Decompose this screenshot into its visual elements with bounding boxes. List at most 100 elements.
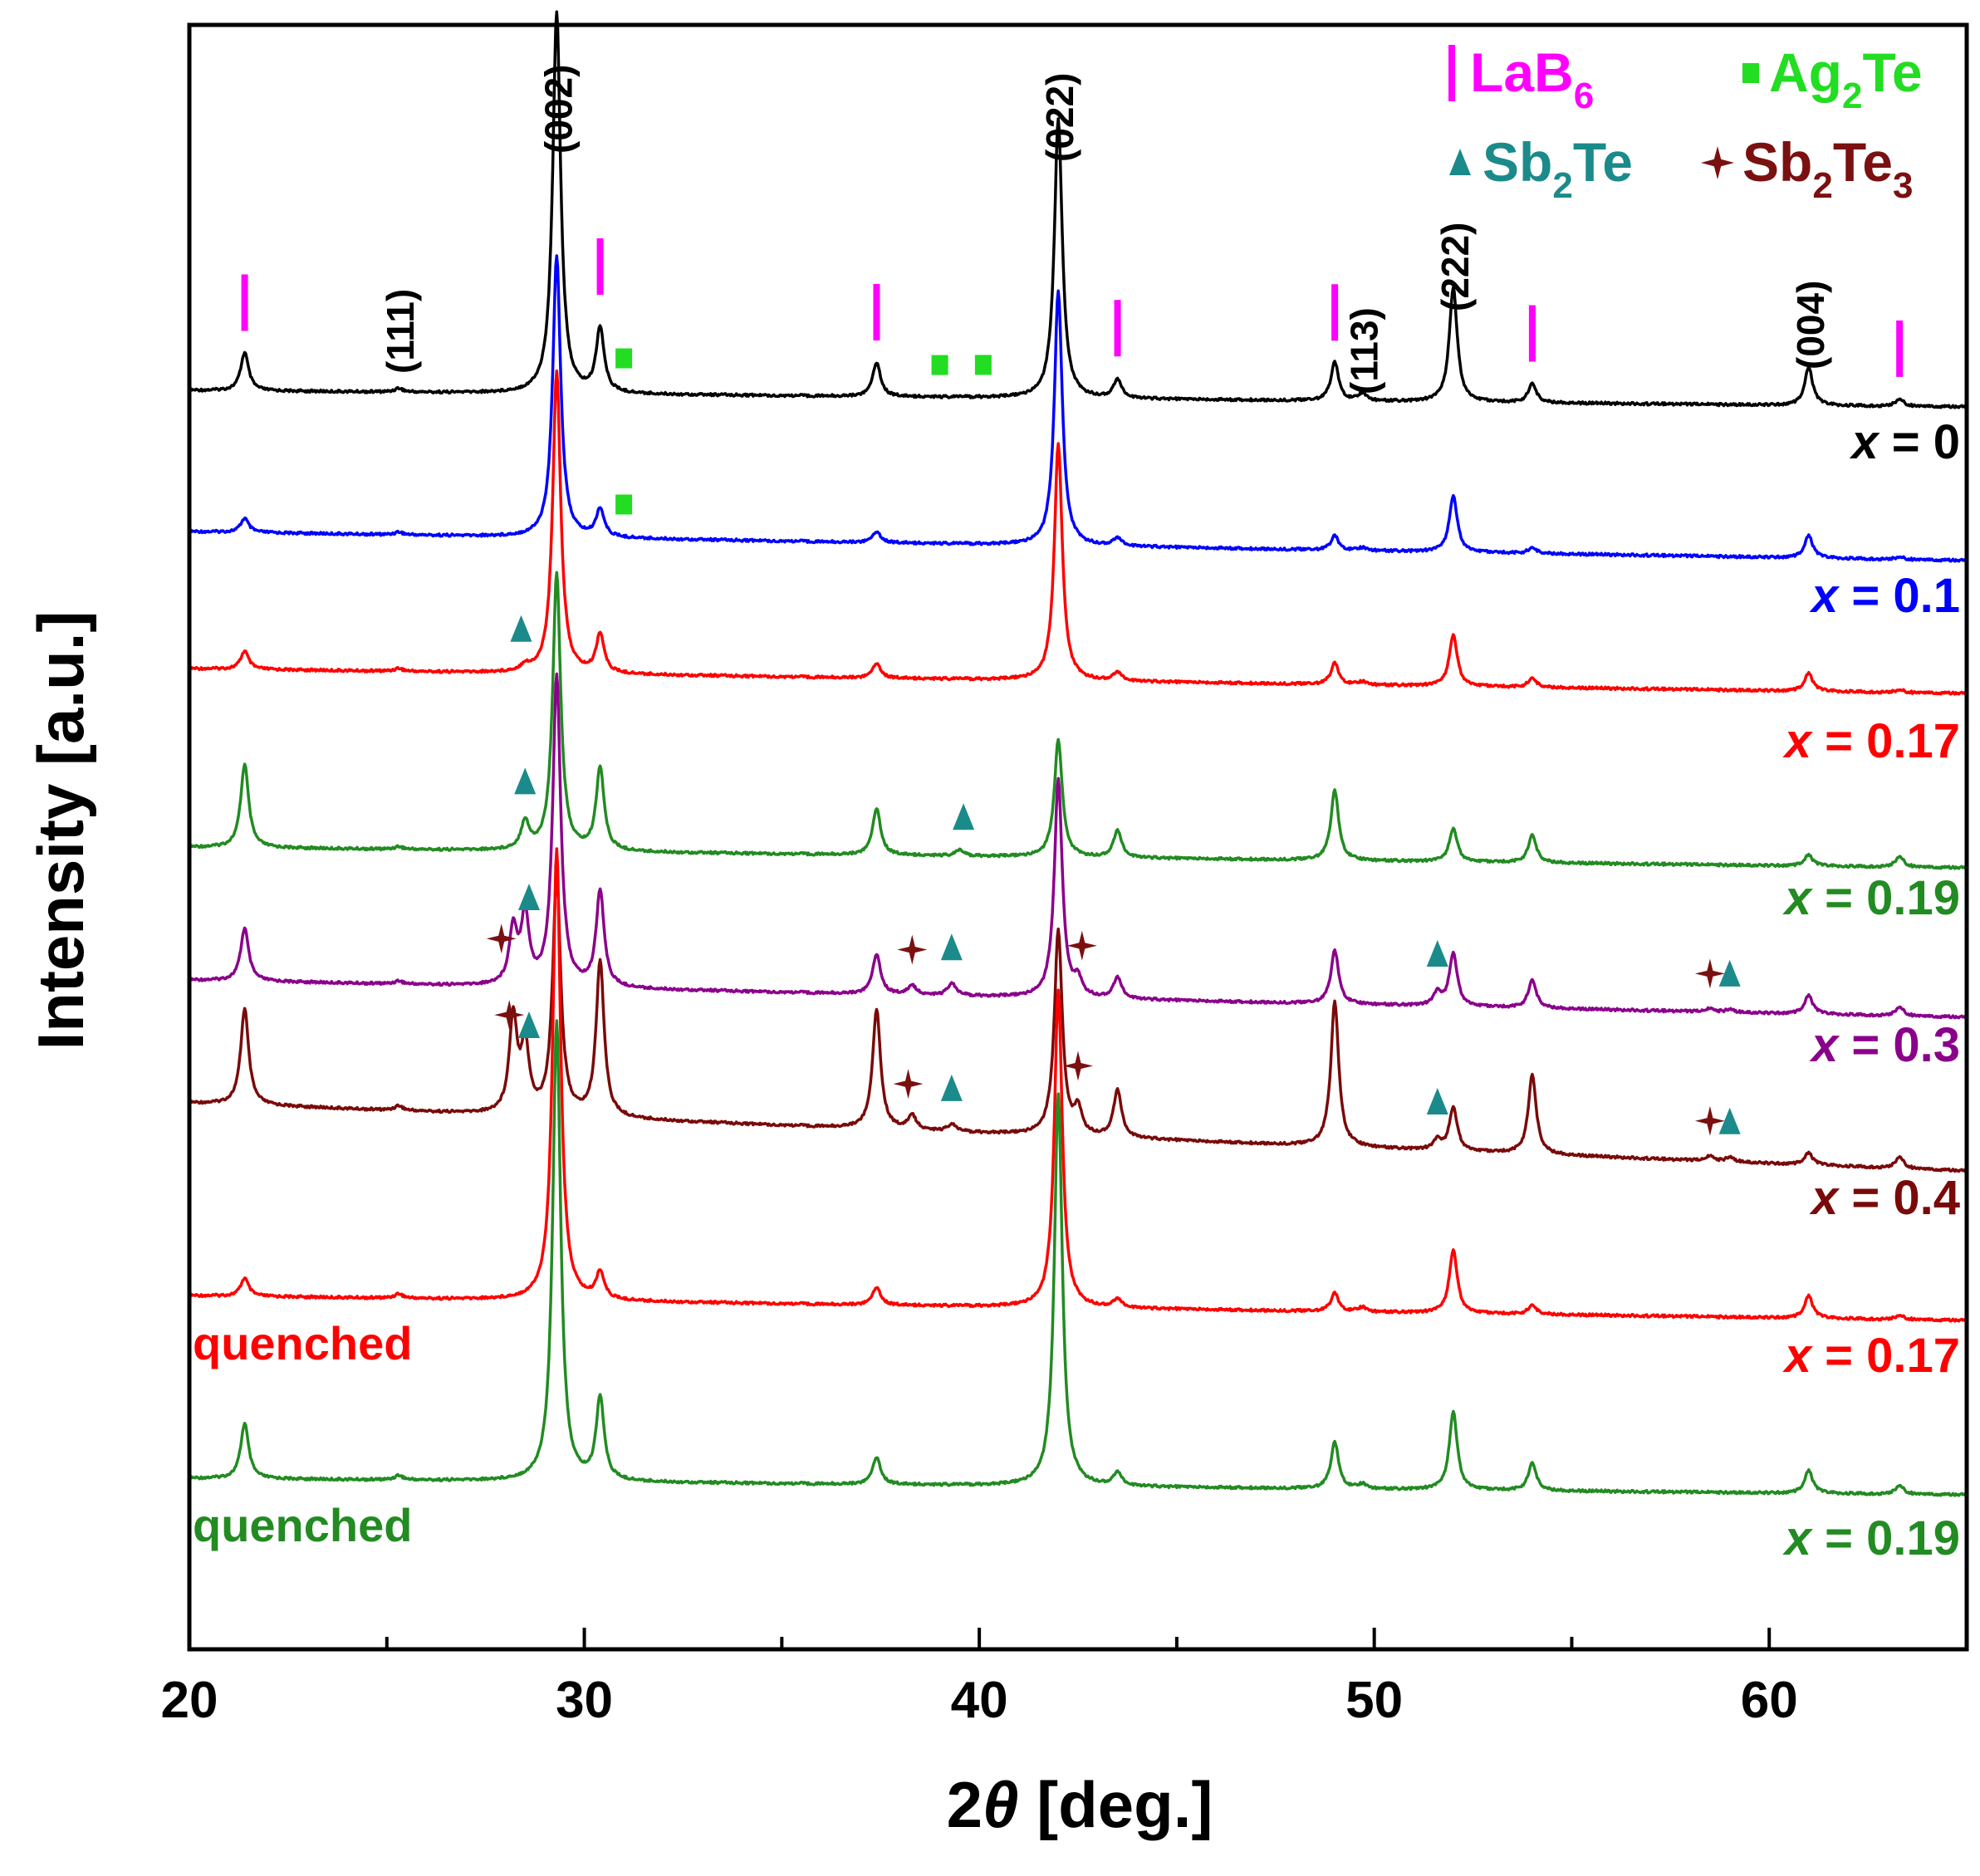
series-label: x = 0.1 [1809, 569, 1960, 623]
phase-marker-sb2te [940, 933, 963, 961]
phase-marker-lab6 [1114, 300, 1121, 357]
legend-label-main: Ag [1769, 42, 1842, 103]
phase-marker-sb2te3 [1063, 1051, 1093, 1081]
series-line [188, 870, 1968, 1174]
series-label-value: = 0.1 [1838, 569, 1960, 623]
miller-index-label: (222) [1434, 223, 1477, 311]
x-axis-ticks: 20 30 40 50 60 [161, 1628, 1968, 1729]
phase-marker-sb2te [517, 884, 540, 911]
phase-marker-ag2te [615, 494, 633, 515]
phase-marker-sb2te3 [1694, 1105, 1725, 1136]
phase-marker-sb2te3 [486, 923, 517, 954]
series-label-value: = 0.3 [1838, 1018, 1960, 1072]
miller-index-label: (113) [1342, 307, 1385, 394]
legend-item: LaB6 [1448, 42, 1594, 116]
phase-marker-sb2te3 [494, 1000, 525, 1031]
series-label-var: x [1782, 871, 1814, 925]
legend-label: Ag2Te [1769, 42, 1923, 116]
series-label-value: = 0.17 [1811, 714, 1960, 768]
phase-marker-sb2te [517, 1011, 540, 1038]
series-label-value: = 0.4 [1838, 1171, 1960, 1225]
sample-label-layer: x = 0x = 0.1x = 0.17x = 0.19x = 0.3x = 0… [193, 415, 1960, 1565]
x-tick-label: 50 [1345, 1672, 1403, 1729]
legend-label-sub: 2 [1812, 165, 1832, 206]
legend-label-main: LaB [1470, 42, 1574, 103]
series-layer [188, 10, 1968, 1498]
phase-marker-sb2te3 [897, 934, 928, 965]
x-axis-label-number: 2 [947, 1768, 983, 1841]
phase-marker-sb2te [953, 803, 975, 830]
x-tick-label: 40 [951, 1672, 1008, 1729]
phase-marker-sb2te [1426, 1087, 1448, 1114]
series-label-var: x [1809, 1171, 1840, 1225]
plot-frame [187, 22, 1969, 1652]
series-line [188, 254, 1968, 564]
series-label-value: = 0.19 [1811, 871, 1960, 925]
phase-marker-sb2te3 [1694, 958, 1725, 989]
series-label-var: x [1809, 1018, 1840, 1072]
legend-label-sub: 2 [1552, 165, 1572, 206]
series-label: x = 0.19 [1782, 871, 1960, 925]
phase-marker-sb2te [510, 615, 532, 642]
series-label-var: x [1849, 415, 1880, 469]
phase-marker-lab6 [1896, 320, 1904, 377]
legend-marker-triangle [1449, 149, 1471, 175]
series-line [188, 10, 1968, 410]
series-label: x = 0.19 [1782, 1511, 1960, 1565]
x-axis-label-theta: θ [983, 1768, 1019, 1841]
phase-marker-lab6 [873, 283, 880, 340]
x-axis-label: 2θ [deg.] [947, 1768, 1213, 1841]
legend-item: Ag2Te [1742, 42, 1923, 116]
legend-label-tail: Te [1833, 131, 1893, 193]
phase-marker-lab6 [596, 238, 604, 295]
phase-marker-sb2te [940, 1074, 963, 1101]
series-label: x = 0.3 [1809, 1018, 1960, 1072]
quenched-label: quenched [193, 1317, 412, 1369]
legend-label-tail: Te [1862, 42, 1922, 103]
phase-marker-lab6 [1528, 305, 1536, 362]
x-tick-label: 60 [1741, 1672, 1798, 1729]
phase-marker-sb2te3 [1066, 930, 1097, 961]
y-axis-label: Intensity [a.u.] [24, 611, 97, 1051]
series-label: x = 0.17 [1782, 1329, 1960, 1383]
legend-label: Sb2Te3 [1742, 131, 1913, 206]
miller-index-label: (111) [379, 289, 422, 374]
series-label-var: x [1782, 1329, 1814, 1383]
legend-item: Sb2Te3 [1701, 131, 1913, 206]
series-line [188, 847, 1968, 1324]
phase-marker-sb2te [1718, 959, 1741, 987]
miller-index-label: (002) [537, 65, 580, 154]
legend-marker-star [1701, 146, 1734, 179]
series-line [188, 672, 1968, 1021]
legend-marker-square [1742, 63, 1759, 83]
phase-marker-ag2te [615, 348, 633, 369]
series-line [188, 369, 1968, 697]
series-label: x = 0.4 [1809, 1171, 1960, 1225]
legend-label-main: Sb [1742, 131, 1812, 193]
legend-marker-bar [1448, 45, 1455, 101]
quenched-label: quenched [193, 1499, 412, 1551]
series-label: x = 0 [1849, 415, 1960, 469]
series-label-var: x [1782, 714, 1814, 768]
miller-index-label: (004) [1789, 281, 1832, 370]
phase-marker-ag2te [974, 355, 992, 375]
series-label-var: x [1809, 569, 1840, 623]
x-tick-label: 30 [556, 1672, 613, 1729]
phase-marker-sb2te [514, 767, 537, 795]
phase-marker-sb2te [1718, 1107, 1741, 1134]
legend-label-main: Sb [1483, 131, 1552, 193]
x-axis-label-unit: [deg.] [1018, 1768, 1213, 1841]
series-line [188, 1019, 1968, 1498]
legend-label-sub2: 3 [1893, 165, 1913, 206]
x-tick-label: 20 [161, 1672, 218, 1729]
phase-marker-sb2te [1426, 940, 1448, 967]
phase-marker-layer [241, 238, 1904, 1136]
series-label-value: = 0.17 [1811, 1329, 1960, 1383]
miller-index-label: (022) [1038, 73, 1081, 162]
miller-index-layer: (111) (002) (022) (113) (222) (004) [379, 65, 1832, 394]
series-label-value: = 0.19 [1811, 1511, 1960, 1565]
series-label-var: x [1782, 1511, 1814, 1565]
legend-label: LaB6 [1470, 42, 1594, 116]
